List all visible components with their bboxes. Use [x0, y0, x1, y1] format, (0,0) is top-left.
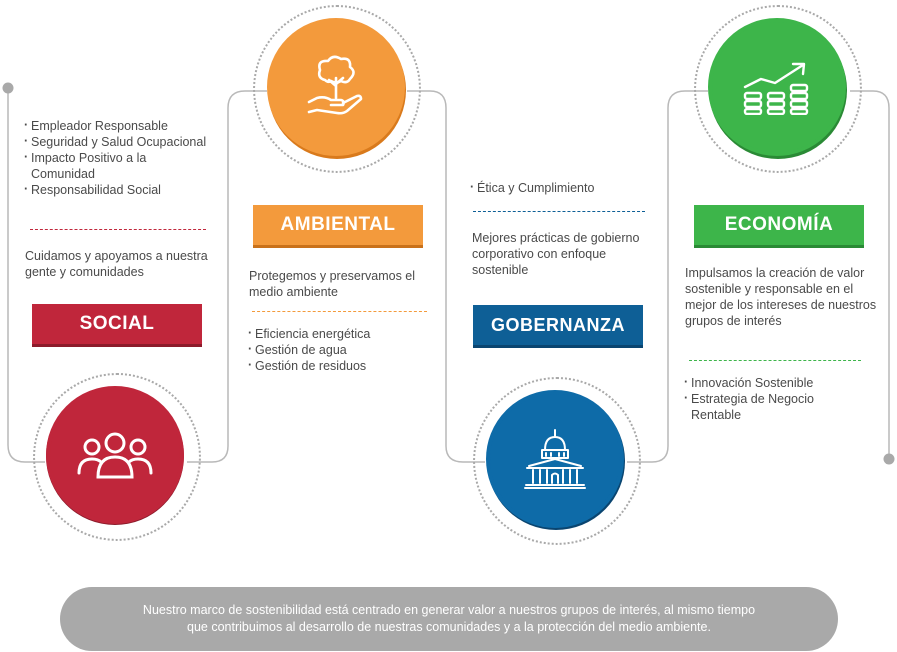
economia-circle — [694, 5, 862, 173]
gobernanza-item: Ética y Cumplimiento — [470, 179, 656, 196]
gobernanza-divider — [473, 211, 645, 212]
social-items-list: Empleador Responsable Seguridad y Salud … — [24, 117, 210, 198]
footer-line-1: Nuestro marco de sostenibilidad está cen… — [142, 603, 756, 617]
ambiental-divider — [252, 311, 427, 312]
ambiental-description: Protegemos y preservamos el medio ambien… — [249, 269, 416, 299]
ambiental-items-list: Eficiencia energética Gestión de agua Ge… — [248, 325, 434, 374]
gobernanza-items-list: Ética y Cumplimiento — [470, 179, 656, 196]
footer-line-2: que contribuimos al desarrollo de nuestr… — [187, 620, 711, 634]
social-item: Empleador Responsable — [24, 117, 210, 134]
ambiental-item: Eficiencia energética — [248, 325, 434, 342]
economia-description: Impulsamos la creación de valor sostenib… — [685, 266, 877, 328]
economia-label: ECONOMÍA — [694, 205, 864, 245]
economia-items-list: Innovación Sostenible Estrategia de Nego… — [684, 374, 865, 423]
ambiental-label: AMBIENTAL — [253, 205, 423, 245]
gobernanza-circle — [473, 377, 641, 545]
footer-banner: Nuestro marco de sostenibilidad está cen… — [60, 587, 838, 651]
ambiental-item: Gestión de residuos — [248, 357, 434, 374]
social-item: Responsabilidad Social — [24, 181, 210, 198]
economia-item: Innovación Sostenible — [684, 374, 865, 391]
social-description: Cuidamos y apoyamos a nuestra gente y co… — [25, 249, 208, 279]
connector-start-dot — [2, 82, 14, 94]
coins-growth-icon — [741, 59, 813, 115]
social-item: Seguridad y Salud Ocupacional — [24, 133, 210, 150]
ambiental-item: Gestión de agua — [248, 341, 434, 358]
capitol-building-icon — [523, 428, 587, 490]
social-circle — [33, 373, 201, 541]
social-item: Impacto Positivo a la Comunidad — [24, 149, 210, 182]
connector-end-dot — [883, 453, 895, 465]
social-divider — [30, 229, 206, 230]
gobernanza-label: GOBERNANZA — [473, 305, 643, 345]
ambiental-circle — [253, 5, 421, 173]
social-label: SOCIAL — [32, 304, 202, 344]
economia-divider — [689, 360, 861, 361]
gobernanza-description: Mejores prácticas de gobierno corporativ… — [472, 231, 640, 277]
people-group-icon — [76, 427, 154, 483]
economia-item: Estrategia de Negocio Rentable — [684, 390, 865, 423]
tree-in-hand-icon — [303, 54, 369, 120]
